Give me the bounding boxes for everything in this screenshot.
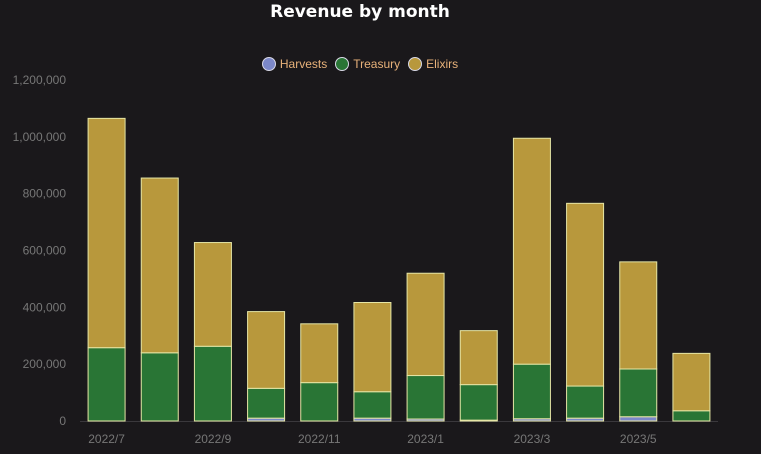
- y-tick-label: 0: [59, 414, 66, 428]
- bar-segment-treasury-6: [406, 375, 445, 420]
- bar-segment-treasury-11: [672, 410, 711, 422]
- y-tick-label: 600,000: [23, 244, 67, 258]
- bar-segment-elixirs-3: [247, 311, 286, 389]
- bar-segment-elixirs-1: [140, 177, 179, 354]
- bar-segment-elixirs-7: [459, 330, 498, 386]
- legend-label-harvests: Harvests: [279, 57, 328, 71]
- bar-segment-harvests-10: [619, 416, 658, 422]
- y-tick-label: 1,000,000: [13, 130, 67, 144]
- bar-segment-elixirs-6: [406, 272, 445, 377]
- bar-segment-elixirs-0: [87, 117, 126, 349]
- x-tick-label: 2022/11: [298, 432, 341, 446]
- x-tick-label: 2023/3: [514, 432, 551, 446]
- bar-segment-treasury-8: [512, 363, 551, 420]
- y-tick-label: 200,000: [23, 357, 67, 371]
- legend-item-elixirs[interactable]: Elixirs: [408, 57, 458, 71]
- bar-segment-treasury-9: [566, 385, 605, 419]
- bar-segment-elixirs-8: [512, 137, 551, 365]
- x-tick-label: 2022/7: [88, 432, 125, 446]
- bar-segment-elixirs-11: [672, 352, 711, 412]
- bar-segment-treasury-4: [300, 382, 339, 422]
- legend-label-treasury: Treasury: [353, 57, 401, 71]
- bar-segment-elixirs-9: [566, 202, 605, 387]
- legend-swatch-elixirs: [408, 57, 423, 71]
- legend-label-elixirs: Elixirs: [426, 57, 459, 71]
- chart-title: Revenue by month: [270, 2, 450, 22]
- legend-item-treasury[interactable]: Treasury: [335, 57, 400, 71]
- x-tick-label: 2022/9: [195, 432, 232, 446]
- bar-segment-treasury-1: [140, 352, 179, 422]
- legend: Harvests Treasury Elixirs: [0, 57, 720, 71]
- bar-segment-treasury-5: [353, 391, 392, 419]
- y-tick-label: 400,000: [23, 300, 67, 314]
- legend-item-harvests[interactable]: Harvests: [261, 57, 328, 71]
- bar-segment-elixirs-2: [193, 242, 232, 347]
- bar-segment-treasury-10: [619, 368, 658, 418]
- x-tick-label: 2023/5: [620, 432, 657, 446]
- bar-segment-elixirs-4: [300, 323, 339, 384]
- y-tick-label: 1,200,000: [13, 73, 67, 87]
- bar-segment-elixirs-5: [353, 302, 392, 393]
- legend-swatch-harvests: [261, 57, 276, 71]
- bar-segment-treasury-2: [193, 345, 232, 422]
- x-tick-label: 2023/1: [407, 432, 444, 446]
- bar-segment-treasury-3: [247, 387, 286, 419]
- y-tick-label: 800,000: [23, 187, 67, 201]
- bar-segment-treasury-7: [459, 384, 498, 421]
- bar-segment-elixirs-10: [619, 261, 658, 370]
- bar-segment-treasury-0: [87, 347, 126, 422]
- legend-swatch-treasury: [335, 57, 350, 71]
